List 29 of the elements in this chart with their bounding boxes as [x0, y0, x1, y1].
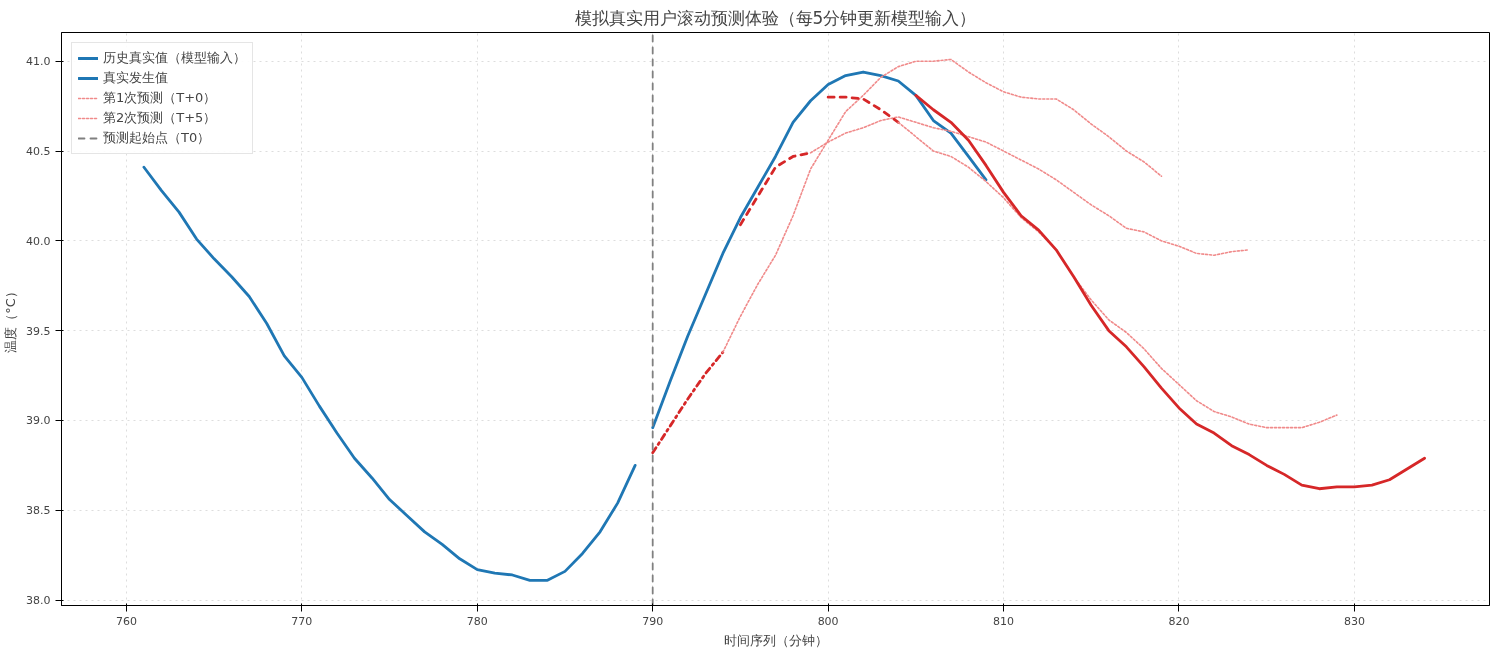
line-series — [651, 350, 725, 455]
line-series — [914, 93, 1426, 491]
legend-label: 历史真实值（模型输入） — [103, 49, 246, 67]
y-tick-label: 40.0 — [26, 234, 51, 248]
y-tick-label: 40.5 — [26, 145, 51, 159]
x-tick-label: 810 — [993, 614, 1015, 628]
x-tick-label: 800 — [817, 614, 839, 628]
x-axis-title: 时间序列（分钟） — [723, 632, 828, 648]
line-series — [651, 70, 988, 430]
x-tick-label: 760 — [115, 614, 137, 628]
y-axis-title: 温度（°C） — [3, 285, 19, 353]
x-tick-label: 790 — [642, 614, 664, 628]
legend-label: 第1次预测（T+0） — [103, 89, 217, 107]
line-series — [826, 95, 900, 124]
line-series — [142, 165, 637, 582]
legend-label: 真实发生值 — [103, 69, 168, 87]
x-tick-label: 770 — [291, 614, 313, 628]
chart-title: 模拟真实用户滚动预测体验（每5分钟更新模型输入） — [574, 7, 977, 28]
legend-label: 预测起始点（T0） — [103, 129, 211, 147]
legend-label: 第2次预测（T+5） — [103, 109, 217, 127]
y-tick-label: 38.5 — [26, 504, 51, 518]
x-tick-label: 780 — [466, 614, 488, 628]
line-series — [897, 121, 1338, 429]
y-tick-label: 38.0 — [26, 594, 51, 608]
y-tick-label: 41.0 — [26, 55, 51, 69]
x-tick-label: 820 — [1168, 614, 1190, 628]
y-tick-label: 39.0 — [26, 414, 51, 428]
x-tick-label: 830 — [1343, 614, 1365, 628]
y-tick-label: 39.5 — [26, 324, 51, 338]
